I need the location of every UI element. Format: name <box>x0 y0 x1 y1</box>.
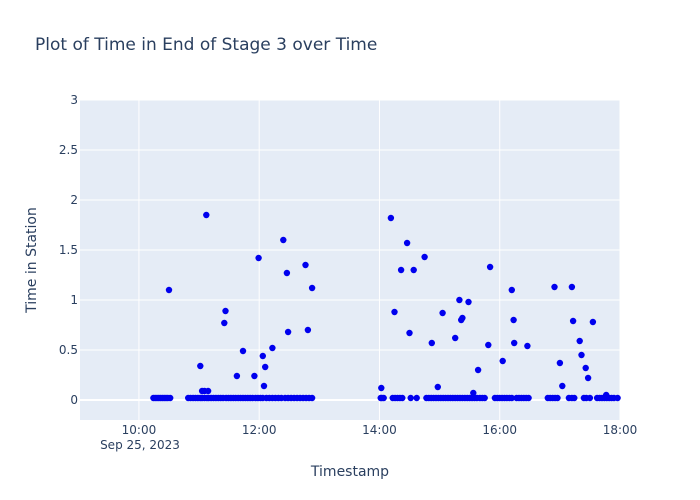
data-point[interactable] <box>399 394 406 402</box>
data-point[interactable] <box>413 394 420 402</box>
data-point[interactable] <box>406 329 413 337</box>
x-axis-title: Timestamp <box>310 464 389 480</box>
data-point[interactable] <box>269 344 276 352</box>
data-point[interactable] <box>308 284 316 292</box>
data-point[interactable] <box>470 389 477 397</box>
plot-area <box>80 100 620 420</box>
data-point[interactable] <box>508 286 515 294</box>
data-point[interactable] <box>452 334 459 342</box>
data-point[interactable] <box>260 382 268 390</box>
data-point[interactable] <box>578 351 585 359</box>
y-tick-label: 1.5 <box>59 243 78 257</box>
data-point[interactable] <box>203 211 210 219</box>
x-tick-label: 14:00 <box>362 423 397 437</box>
data-point[interactable] <box>584 374 592 382</box>
data-point[interactable] <box>576 337 583 345</box>
data-point[interactable] <box>556 359 564 367</box>
data-point[interactable] <box>439 309 446 317</box>
data-point[interactable] <box>197 362 204 370</box>
data-point[interactable] <box>262 363 269 371</box>
data-point[interactable] <box>280 236 287 244</box>
data-point[interactable] <box>233 372 241 380</box>
data-point[interactable] <box>421 253 428 261</box>
y-axis-title: Time in Station <box>24 207 40 314</box>
data-point[interactable] <box>397 266 405 274</box>
data-point[interactable] <box>524 342 531 350</box>
data-point[interactable] <box>603 391 610 399</box>
data-point[interactable] <box>302 261 309 269</box>
data-point[interactable] <box>428 339 435 347</box>
data-point[interactable] <box>165 286 173 294</box>
data-point[interactable] <box>474 366 482 374</box>
data-point[interactable] <box>308 394 316 402</box>
data-point[interactable] <box>251 372 258 380</box>
x-tick-label: 10:00 <box>122 423 157 437</box>
data-point[interactable] <box>204 387 212 395</box>
data-point[interactable] <box>259 352 266 360</box>
data-point[interactable] <box>485 341 492 349</box>
data-point[interactable] <box>582 364 589 372</box>
gridlines <box>80 99 621 420</box>
data-point[interactable] <box>510 316 517 324</box>
y-tick-label: 2.5 <box>59 143 78 157</box>
data-point[interactable] <box>221 319 228 327</box>
x-date-label: Sep 25, 2023 <box>100 438 180 452</box>
data-point[interactable] <box>589 318 597 326</box>
data-point[interactable] <box>284 328 292 336</box>
data-point[interactable] <box>239 347 247 355</box>
x-tick-label: 16:00 <box>482 423 517 437</box>
x-tick-label: 12:00 <box>242 423 277 437</box>
data-point[interactable] <box>586 394 594 402</box>
data-point[interactable] <box>568 283 576 291</box>
data-point[interactable] <box>481 394 488 402</box>
data-point[interactable] <box>456 296 463 304</box>
data-point[interactable] <box>222 307 229 315</box>
y-tick-label: 3 <box>70 93 78 107</box>
data-point[interactable] <box>571 394 578 402</box>
data-point[interactable] <box>391 308 398 316</box>
data-point[interactable] <box>554 394 561 402</box>
chart-title: Plot of Time in End of Stage 3 over Time <box>35 35 377 55</box>
data-point[interactable] <box>508 394 515 402</box>
data-point[interactable] <box>283 269 291 277</box>
data-point[interactable] <box>565 394 573 402</box>
data-point[interactable] <box>403 239 411 247</box>
data-point[interactable] <box>525 394 532 402</box>
data-point[interactable] <box>255 254 262 262</box>
data-points[interactable] <box>150 211 621 402</box>
data-point[interactable] <box>378 384 385 392</box>
data-point[interactable] <box>434 383 441 391</box>
data-point[interactable] <box>167 394 174 402</box>
data-point[interactable] <box>499 357 506 365</box>
data-point[interactable] <box>407 394 414 402</box>
data-point[interactable] <box>387 214 395 222</box>
data-point[interactable] <box>551 283 558 291</box>
y-axis-ticks: 0 0.5 1 1.5 2 2.5 3 <box>59 93 78 407</box>
data-point[interactable] <box>465 298 472 306</box>
x-axis-ticks: 10:00 12:00 14:00 16:00 18:00 <box>122 423 638 437</box>
y-tick-label: 2 <box>70 193 78 207</box>
data-point[interactable] <box>559 382 566 390</box>
data-point[interactable] <box>569 317 577 325</box>
data-point[interactable] <box>459 314 466 322</box>
data-point[interactable] <box>304 326 312 334</box>
data-point[interactable] <box>380 394 387 402</box>
y-tick-label: 0.5 <box>59 343 78 357</box>
data-point[interactable] <box>410 266 417 274</box>
data-point[interactable] <box>614 394 621 402</box>
x-tick-label: 18:00 <box>603 423 638 437</box>
data-point[interactable] <box>486 263 494 271</box>
y-tick-label: 1 <box>70 293 78 307</box>
data-point[interactable] <box>511 339 518 347</box>
y-tick-label: 0 <box>70 393 78 407</box>
